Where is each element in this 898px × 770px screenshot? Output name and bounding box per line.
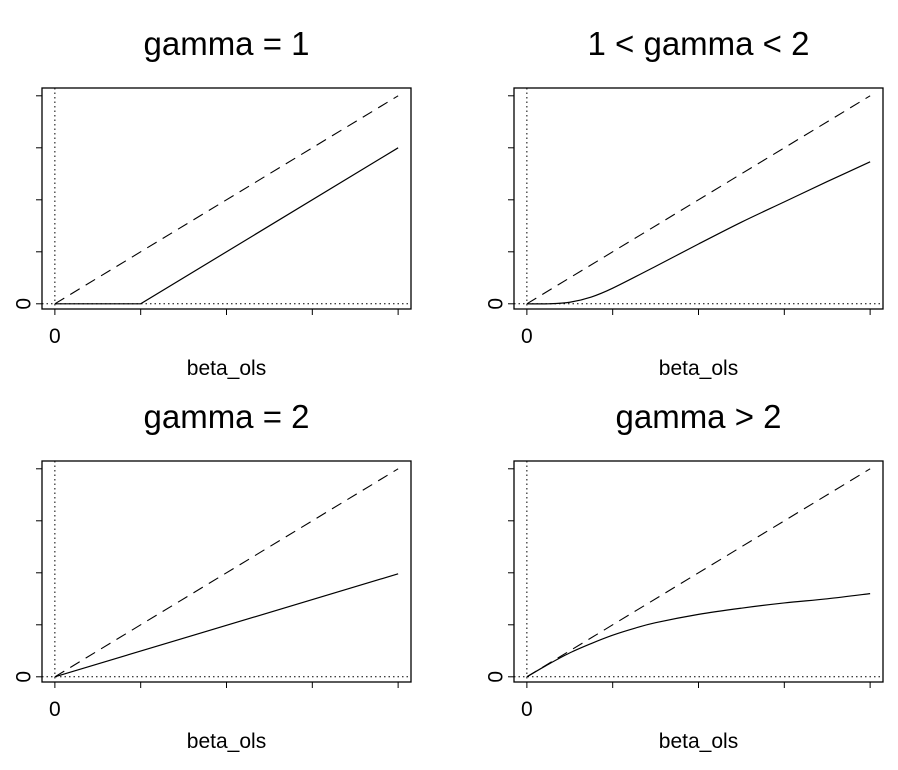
x-axis-label: beta_ols — [187, 730, 266, 753]
x-tick-label: 0 — [49, 325, 61, 348]
estimate-solid-line — [526, 161, 871, 305]
estimate-solid-line — [526, 593, 871, 678]
y-tick-label: 0 — [485, 671, 508, 683]
panel-1: gamma = 1 0 0 beta_ols — [13, 25, 412, 380]
x-tick-label: 0 — [521, 325, 533, 348]
x-tick-label: 0 — [49, 698, 61, 721]
panel-4: gamma > 2 0 0 beta_ols — [485, 398, 884, 753]
panel-title: gamma > 2 — [616, 398, 782, 435]
identity-dashed-line — [526, 468, 871, 678]
identity-dashed-line — [526, 95, 871, 305]
x-axis-label: beta_ols — [659, 357, 738, 380]
y-tick-label: 0 — [485, 298, 508, 310]
y-tick-label: 0 — [13, 298, 36, 310]
identity-dashed-line — [54, 468, 399, 678]
panel-2: 1 < gamma < 2 0 0 beta_ols — [485, 25, 884, 380]
panel-title: gamma = 1 — [144, 25, 310, 62]
x-axis-label: beta_ols — [659, 730, 738, 753]
panel-title: gamma = 2 — [144, 398, 310, 435]
estimate-solid-line — [54, 147, 399, 305]
panel-3: gamma = 2 0 0 beta_ols — [13, 398, 412, 753]
y-tick-label: 0 — [13, 671, 36, 683]
estimate-solid-line — [54, 573, 399, 678]
panel-title: 1 < gamma < 2 — [588, 25, 810, 62]
x-axis-label: beta_ols — [187, 357, 266, 380]
identity-dashed-line — [54, 95, 399, 305]
x-tick-label: 0 — [521, 698, 533, 721]
